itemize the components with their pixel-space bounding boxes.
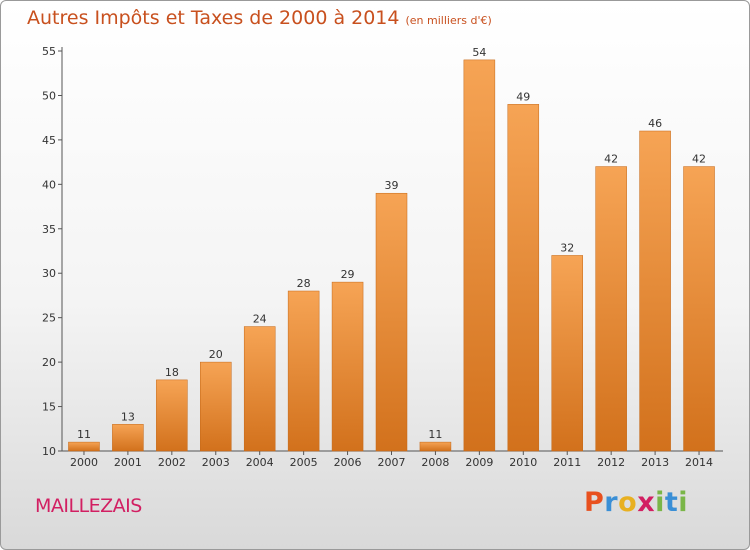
x-tick-label: 2013 xyxy=(641,456,669,469)
bar-2008 xyxy=(419,441,452,452)
x-tick-label: 2000 xyxy=(70,456,98,469)
commune-name: MAILLEZAIS xyxy=(35,495,142,517)
y-tick-label: 50 xyxy=(42,89,56,102)
proxiti-logo[interactable]: Proxiti xyxy=(584,487,688,518)
bar-value-label: 46 xyxy=(648,117,662,130)
y-tick-label: 45 xyxy=(42,134,56,147)
bar-2011 xyxy=(551,255,583,452)
bar-value-label: 42 xyxy=(692,153,706,166)
bar-2004 xyxy=(243,326,276,452)
title-text: Autres Impôts et Taxes de 2000 à 2014 xyxy=(27,7,400,29)
bar-series: 11 13 18 20 24 28 29 39 11 54 49 32 42 46 42 xyxy=(68,46,715,452)
bar-2002 xyxy=(156,379,188,452)
x-tick-label: 2009 xyxy=(465,456,493,469)
bar-value-label: 11 xyxy=(428,428,442,441)
y-tick-label: 40 xyxy=(42,178,56,191)
bar-2005 xyxy=(287,290,320,452)
bar-2012 xyxy=(595,166,627,452)
bar-2010 xyxy=(507,104,540,452)
bar-2001 xyxy=(112,424,144,452)
bar-value-label: 20 xyxy=(209,348,223,361)
x-tick-label: 2012 xyxy=(597,456,625,469)
bar-value-label: 54 xyxy=(472,46,486,59)
bar-2013 xyxy=(639,130,671,452)
x-tick-label: 2002 xyxy=(158,456,186,469)
x-tick-label: 2010 xyxy=(509,456,537,469)
x-tick-label: 2003 xyxy=(202,456,230,469)
y-axis: 10 15 20 25 30 35 40 45 50 55 xyxy=(42,45,63,458)
logo-letter: P xyxy=(584,487,605,518)
x-tick-label: 2014 xyxy=(685,456,713,469)
bar-value-label: 13 xyxy=(121,410,135,423)
bar-value-label: 39 xyxy=(385,179,399,192)
bar-value-label: 29 xyxy=(341,268,355,281)
x-tick-label: 2006 xyxy=(334,456,362,469)
logo-letter: i xyxy=(655,487,665,518)
bar-2000 xyxy=(68,441,100,452)
logo-letter: i xyxy=(678,487,689,518)
x-tick-label: 2011 xyxy=(553,456,581,469)
chart-title: Autres Impôts et Taxes de 2000 à 2014 (en… xyxy=(27,7,492,29)
logo-letter: r xyxy=(604,487,619,518)
x-tick-label: 2007 xyxy=(378,456,406,469)
bar-value-label: 18 xyxy=(165,366,179,379)
y-tick-label: 15 xyxy=(42,401,56,414)
y-tick-label: 20 xyxy=(42,356,56,369)
bar-value-label: 24 xyxy=(253,313,267,326)
x-tick-label: 2008 xyxy=(421,456,449,469)
x-tick-label: 2005 xyxy=(290,456,318,469)
logo-letter: t xyxy=(664,487,679,518)
title-unit: (en milliers d'€) xyxy=(405,14,492,27)
y-tick-label: 35 xyxy=(42,223,56,236)
y-tick-label: 30 xyxy=(42,267,56,280)
bar-value-label: 49 xyxy=(516,90,530,103)
x-axis: 2000 2001 2002 2003 2004 2005 2006 2007 2008 2009… xyxy=(62,450,723,469)
bar-2007 xyxy=(375,192,408,452)
logo-letter: x xyxy=(637,487,656,518)
bar-2003 xyxy=(200,361,232,452)
bar-2006 xyxy=(331,281,364,452)
y-tick-label: 55 xyxy=(42,45,56,58)
bar-value-label: 42 xyxy=(604,153,618,166)
bar-value-label: 11 xyxy=(77,428,91,441)
x-tick-label: 2004 xyxy=(246,456,274,469)
x-tick-label: 2001 xyxy=(114,456,142,469)
bar-2009 xyxy=(463,59,496,452)
y-tick-label: 25 xyxy=(42,312,56,325)
bar-value-label: 32 xyxy=(560,241,574,254)
y-tick-label: 10 xyxy=(42,445,56,458)
bar-value-label: 28 xyxy=(297,277,311,290)
logo-letter: o xyxy=(618,487,638,518)
bar-2014 xyxy=(683,166,715,452)
